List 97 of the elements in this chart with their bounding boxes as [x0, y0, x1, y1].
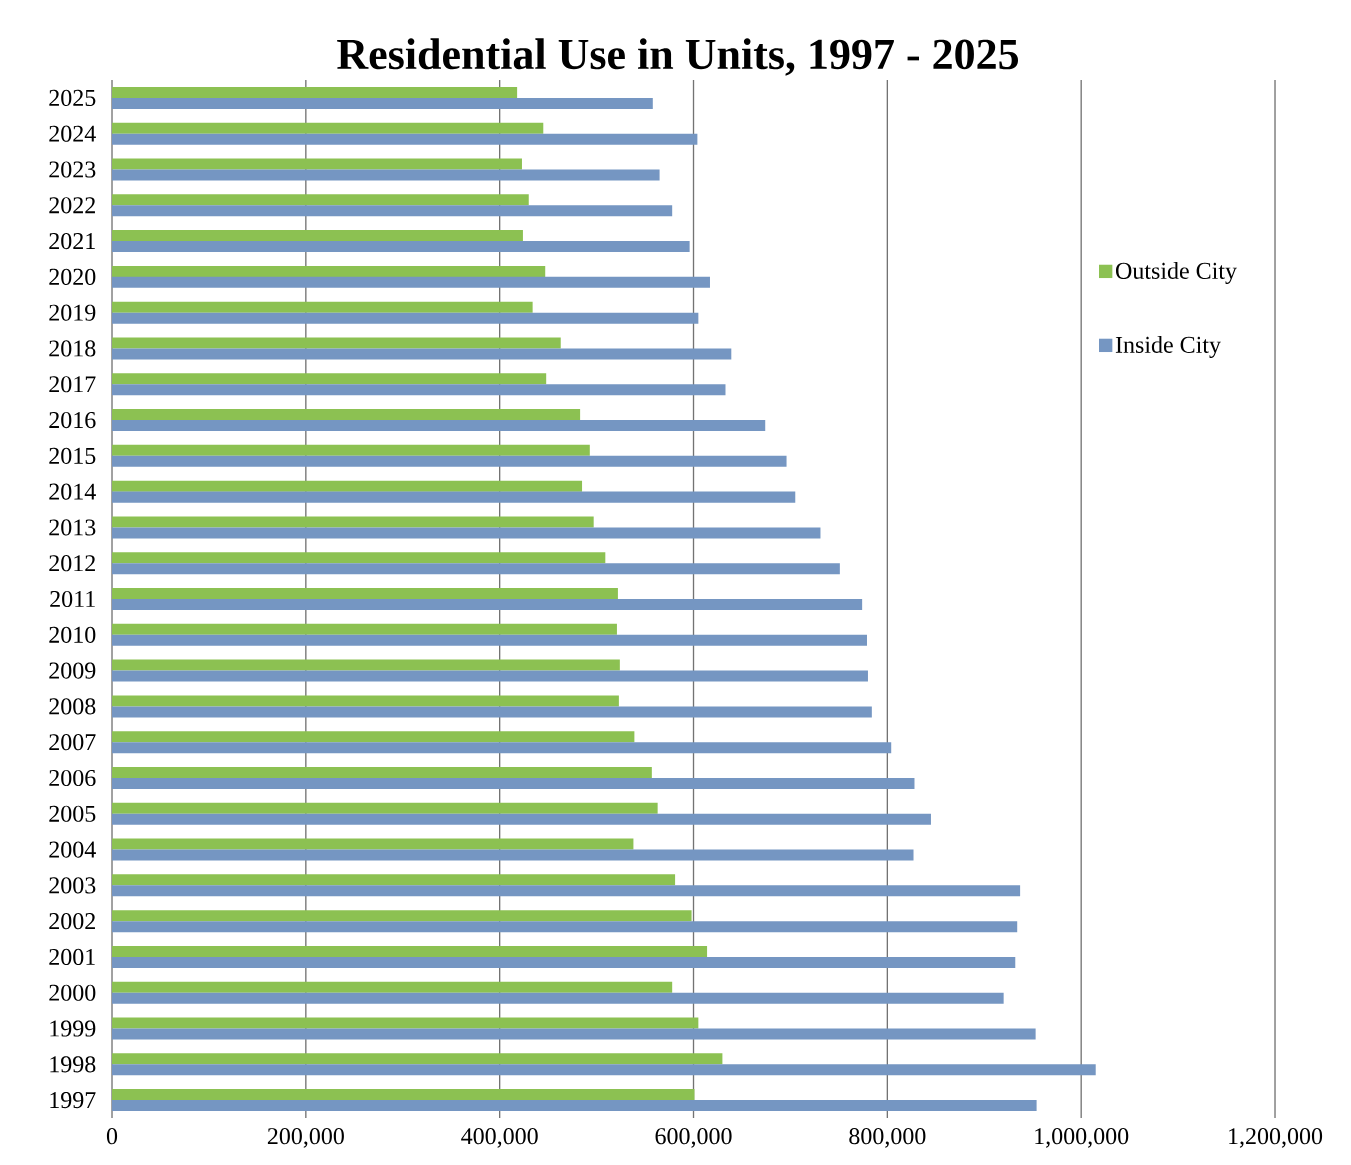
bar [112, 516, 594, 528]
bar [112, 742, 892, 754]
bar [112, 695, 619, 707]
x-tick-label: 600,000 [655, 1128, 732, 1148]
y-tick-label: 2010 [49, 626, 96, 643]
x-tick-label: 1,200,000 [1229, 1128, 1323, 1148]
y-tick-label: 2012 [49, 555, 95, 572]
y-tick-label: 1997 [50, 1092, 96, 1109]
y-tick-label: 2000 [49, 984, 96, 1001]
y-tick-label: 2020 [49, 268, 96, 285]
bar [112, 420, 766, 432]
bar [112, 874, 676, 886]
bar [112, 670, 868, 682]
y-tick-label: 2008 [49, 698, 96, 715]
bar [112, 659, 620, 671]
bar [112, 122, 544, 134]
bar [112, 205, 673, 217]
y-tick-label: 2001 [49, 948, 95, 966]
y-tick-label: 2004 [49, 841, 96, 858]
x-tick-label: 1,000,000 [1035, 1128, 1129, 1148]
x-tick-label: 200,000 [267, 1128, 344, 1148]
bar [112, 599, 863, 611]
bar [112, 838, 634, 850]
bar [112, 706, 872, 718]
bar [112, 1064, 1096, 1076]
bar [112, 312, 699, 324]
y-tick-label: 2014 [49, 483, 96, 500]
bar [112, 337, 561, 349]
bar [112, 992, 1004, 1004]
bar [112, 634, 867, 646]
bar [112, 409, 581, 421]
bar [112, 373, 547, 385]
y-tick-label: 2018 [49, 340, 96, 357]
bar [112, 802, 658, 814]
legend-label: Outside City [1116, 262, 1237, 284]
bar [112, 1100, 1037, 1112]
bar [112, 731, 635, 743]
bar [112, 1017, 699, 1029]
y-tick-label: 2003 [49, 877, 96, 894]
y-tick-label: 2021 [49, 232, 95, 250]
bar [112, 158, 522, 170]
bar [112, 133, 698, 145]
y-tick-label: 2024 [49, 125, 96, 142]
bar [112, 86, 518, 98]
y-tick-label: 2023 [49, 161, 96, 178]
bar [112, 945, 708, 957]
chart-title: Residential Use in Units, 1997 - 2025 [337, 38, 1018, 76]
bar [112, 813, 931, 825]
bar [112, 766, 652, 778]
x-tick-label: 0 [106, 1128, 118, 1145]
bar [112, 623, 617, 635]
bar [112, 1028, 1036, 1040]
y-tick-label: 1998 [50, 1056, 96, 1073]
y-tick-label: 2017 [49, 376, 96, 393]
bar [112, 480, 583, 492]
y-tick-label: 2002 [49, 913, 95, 930]
bar [112, 1089, 695, 1101]
bar [112, 97, 653, 109]
bar [112, 588, 618, 600]
x-tick-label: 800,000 [849, 1128, 926, 1148]
bar [112, 194, 529, 206]
bar [112, 910, 692, 922]
bar [112, 384, 726, 396]
bar [112, 527, 821, 539]
y-tick-label: 2016 [49, 411, 96, 429]
y-tick-label: 2006 [49, 769, 96, 787]
bar [112, 777, 915, 789]
y-tick-label: 2015 [49, 447, 96, 464]
y-tick-label: 2025 [49, 89, 96, 106]
bar [112, 956, 1016, 968]
bar [112, 265, 546, 277]
bar [112, 849, 914, 861]
bar [112, 1053, 723, 1065]
bar [112, 455, 787, 467]
bar [112, 241, 690, 253]
bar [112, 552, 606, 564]
bar [112, 491, 796, 503]
bar [112, 301, 533, 313]
y-tick-label: 2009 [49, 662, 96, 679]
y-tick-label: 2007 [49, 734, 96, 751]
bar [112, 230, 523, 242]
y-tick-label: 2013 [49, 519, 96, 536]
bar [112, 885, 1021, 897]
y-tick-label: 2022 [49, 197, 95, 214]
legend-label: Inside City [1115, 336, 1221, 358]
bar [112, 563, 840, 575]
bar [112, 276, 710, 288]
bar [112, 921, 1018, 933]
bar [112, 444, 590, 456]
bar [112, 981, 673, 993]
bar [112, 169, 660, 181]
bar [112, 348, 732, 360]
x-tick-label: 400,000 [461, 1128, 538, 1148]
y-tick-label: 2019 [49, 304, 96, 321]
y-tick-label: 1999 [50, 1020, 96, 1037]
y-tick-label: 2005 [49, 805, 96, 822]
y-tick-label: 2011 [50, 590, 95, 608]
